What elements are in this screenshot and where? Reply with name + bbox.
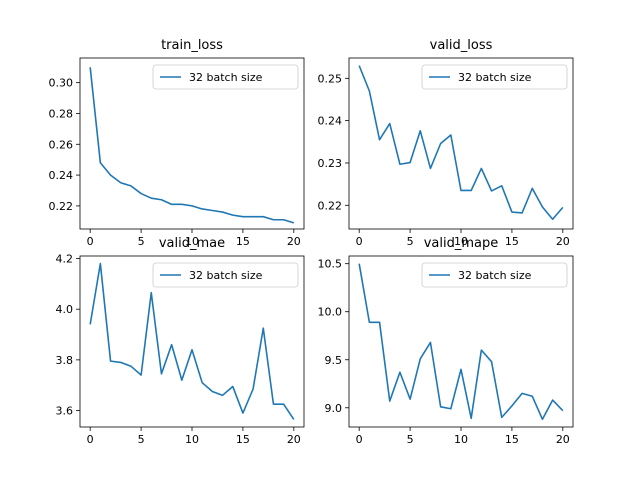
series-line bbox=[358, 65, 564, 221]
x-tick-label: 0 bbox=[87, 433, 94, 446]
x-tick-label: 10 bbox=[454, 433, 468, 446]
legend: 32 batch size bbox=[152, 262, 299, 288]
axes-frame bbox=[348, 255, 574, 428]
y-tick-label: 9.0 bbox=[325, 402, 343, 415]
y-tick-label: 3.6 bbox=[56, 405, 74, 418]
series-line bbox=[89, 67, 295, 224]
x-tick-label: 5 bbox=[138, 235, 145, 248]
subplot-title: train_loss bbox=[161, 38, 223, 53]
legend-label: 32 batch size bbox=[458, 71, 532, 84]
x-tick-label: 5 bbox=[407, 433, 414, 446]
legend-label: 32 batch size bbox=[189, 269, 263, 282]
legend-box bbox=[152, 262, 299, 288]
x-tick-label: 15 bbox=[505, 433, 519, 446]
subplot-valid-loss: valid_loss 0 5 10 15 20 0.22 0.23 0.24 0.25 32 bat… bbox=[318, 38, 574, 248]
legend-label: 32 batch size bbox=[458, 269, 532, 282]
subplot-title: valid_mape bbox=[424, 236, 499, 251]
series-line bbox=[358, 263, 564, 421]
axes-frame bbox=[348, 57, 574, 230]
y-tick-label: 3.8 bbox=[56, 354, 74, 367]
x-tick-label: 15 bbox=[236, 235, 250, 248]
x-tick-label: 15 bbox=[505, 235, 519, 248]
x-tick-label: 0 bbox=[87, 235, 94, 248]
y-tick-label: 0.22 bbox=[318, 199, 343, 212]
subplot-title: valid_loss bbox=[430, 38, 493, 53]
y-tick-label: 10.5 bbox=[318, 258, 343, 271]
legend-label: 32 batch size bbox=[189, 71, 263, 84]
subplot-valid-mae: valid_mae 0 5 10 15 20 3.6 3.8 4.0 4.2 32 batch si… bbox=[56, 236, 305, 446]
y-tick-label: 0.24 bbox=[318, 115, 343, 128]
axes-frame bbox=[79, 255, 305, 428]
x-tick-label: 5 bbox=[138, 433, 145, 446]
x-tick-label: 10 bbox=[185, 433, 199, 446]
y-tick-label: 0.24 bbox=[49, 169, 74, 182]
y-tick-label: 0.28 bbox=[49, 107, 74, 120]
x-tick-label: 10 bbox=[454, 235, 468, 248]
y-tick-label: 0.22 bbox=[49, 200, 74, 213]
legend: 32 batch size bbox=[152, 64, 299, 90]
x-tick-label: 20 bbox=[556, 433, 570, 446]
subplot-valid-mape: valid_mape 0 5 10 15 20 9.0 9.5 10.0 10.5 32 batch… bbox=[318, 236, 574, 446]
subplot-title: valid_mae bbox=[159, 236, 225, 251]
x-tick-label: 20 bbox=[287, 235, 301, 248]
y-tick-label: 0.25 bbox=[318, 72, 343, 85]
legend-box bbox=[152, 64, 299, 90]
series-line bbox=[89, 262, 295, 420]
x-tick-label: 15 bbox=[236, 433, 250, 446]
x-tick-label: 0 bbox=[356, 235, 363, 248]
subplot-train-loss: train_loss 0 5 10 15 20 0.22 0.24 0.26 0.28 0.30 32… bbox=[49, 38, 305, 248]
y-tick-label: 9.5 bbox=[325, 354, 343, 367]
x-tick-label: 20 bbox=[287, 433, 301, 446]
y-tick-label: 4.2 bbox=[56, 253, 74, 266]
legend: 32 batch size bbox=[421, 64, 568, 90]
legend: 32 batch size bbox=[421, 262, 568, 288]
x-tick-label: 5 bbox=[407, 235, 414, 248]
legend-box bbox=[421, 262, 568, 288]
y-tick-label: 4.0 bbox=[56, 303, 74, 316]
y-tick-label: 0.30 bbox=[49, 77, 74, 90]
x-tick-label: 20 bbox=[556, 235, 570, 248]
y-tick-label: 0.26 bbox=[49, 138, 74, 151]
y-tick-label: 0.23 bbox=[318, 157, 343, 170]
legend-box bbox=[421, 64, 568, 90]
x-tick-label: 10 bbox=[185, 235, 199, 248]
y-tick-label: 10.0 bbox=[318, 306, 343, 319]
x-tick-label: 0 bbox=[356, 433, 363, 446]
axes-frame bbox=[79, 57, 305, 230]
